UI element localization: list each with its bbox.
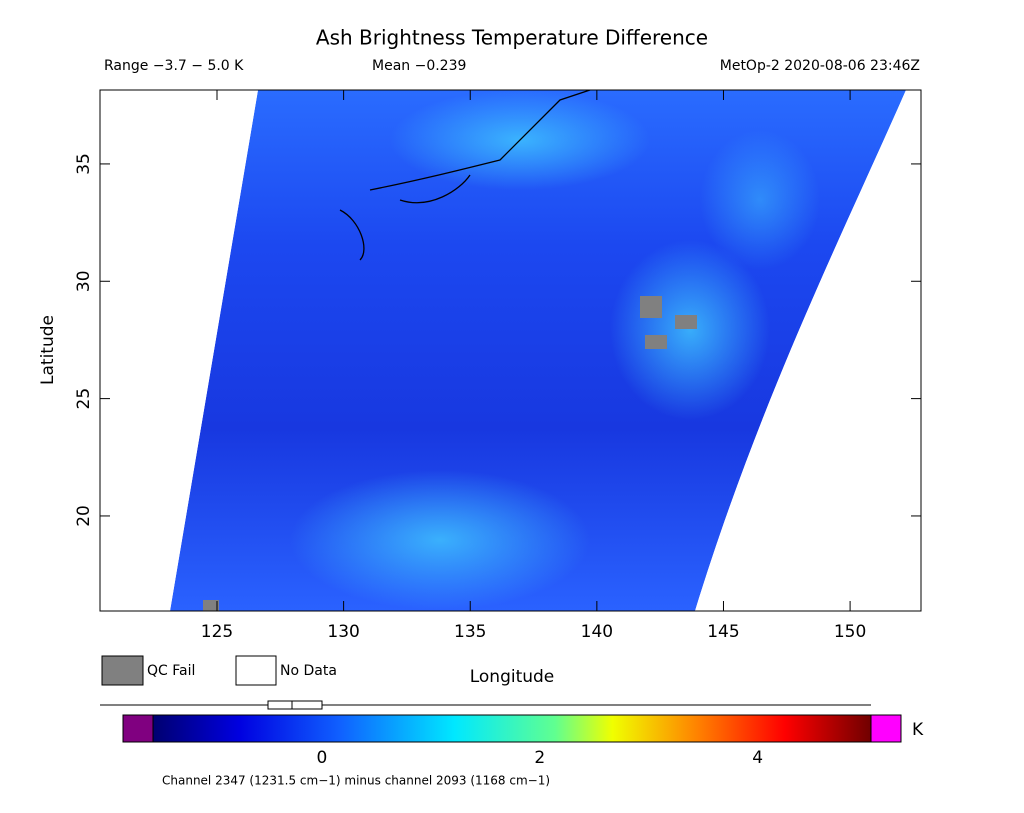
overflow-swatch: [870, 714, 902, 743]
plot-frame: [99, 89, 922, 612]
colorbar-unit: K: [912, 720, 924, 740]
legend-swatch: [101, 655, 144, 686]
legend-label: No Data: [280, 663, 337, 679]
map-image: [100, 90, 921, 611]
range: Range −3.7 − 5.0 K: [104, 58, 244, 74]
source: MetOp-2 2020-08-06 23:46Z: [720, 58, 920, 74]
colorbar-tick-label: 0: [316, 748, 327, 768]
footer: Channel 2347 (1231.5 cm−1) minus channel…: [162, 774, 550, 788]
qc-fail-cell: [675, 315, 697, 329]
y-axis-label: Latitude: [38, 315, 58, 385]
title: Ash Brightness Temperature Difference: [316, 26, 708, 50]
range-box: [267, 700, 323, 710]
patch: [610, 240, 770, 420]
colorbar-tick-label: 4: [752, 748, 763, 768]
axes: 125 130 135 140 145 150 20 25 30 35 0 2 4: [74, 90, 921, 768]
colorbar-tick-label: 2: [534, 748, 545, 768]
qc-fail-cell: [640, 296, 662, 318]
y-tick-label: 25: [74, 388, 94, 410]
mean: Mean −0.239: [372, 58, 466, 74]
y-tick-label: 35: [74, 153, 94, 175]
patch: [290, 470, 590, 610]
x-tick-label: 145: [707, 622, 739, 642]
y-tick-label: 20: [74, 505, 94, 527]
x-axis-label: Longitude: [470, 667, 555, 687]
patch: [700, 130, 820, 270]
y-tick-label: 30: [74, 270, 94, 292]
no-data-area: [100, 90, 921, 611]
qc-fail-cell: [203, 600, 219, 611]
x-tick-label: 150: [834, 622, 866, 642]
x-tick-label: 130: [327, 622, 359, 642]
x-tick-label: 125: [201, 622, 233, 642]
qc-fail-cell: [645, 335, 667, 349]
legend-label: QC Fail: [147, 663, 195, 679]
underflow-swatch: [122, 714, 154, 743]
x-tick-label: 135: [454, 622, 486, 642]
legend-swatch: [235, 655, 277, 686]
colorbar: [152, 714, 872, 743]
coastline: [339, 90, 591, 261]
x-tick-label: 140: [581, 622, 613, 642]
